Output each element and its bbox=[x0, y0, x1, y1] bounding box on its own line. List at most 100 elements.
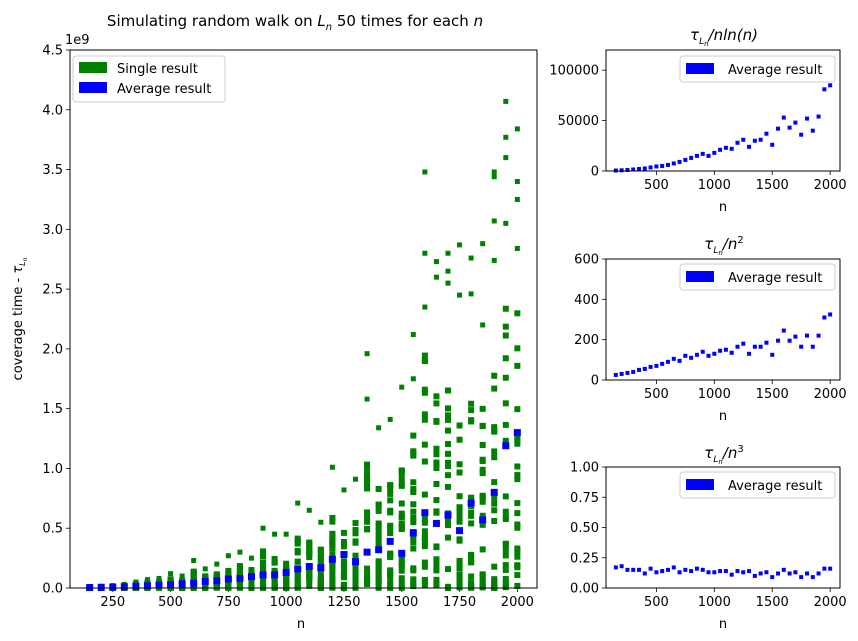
average-result-point bbox=[178, 580, 186, 588]
single-result-point bbox=[468, 418, 475, 425]
single-result-point bbox=[352, 566, 359, 573]
single-result-point bbox=[260, 549, 267, 556]
single-result-point bbox=[156, 575, 162, 581]
single-result-point bbox=[225, 584, 232, 591]
n-cubed-average-point bbox=[625, 567, 630, 572]
single-result-point bbox=[433, 576, 440, 583]
n-cubed-average-point bbox=[816, 571, 821, 576]
single-result-point bbox=[502, 541, 509, 548]
single-result-point bbox=[514, 572, 521, 579]
nlogn-average-point bbox=[758, 137, 763, 142]
nlogn-x-tick-label: 500 bbox=[644, 178, 669, 193]
single-result-point bbox=[364, 480, 371, 487]
single-result-point bbox=[317, 550, 324, 557]
legend-swatch-single bbox=[79, 62, 107, 73]
single-result-point bbox=[387, 569, 394, 576]
average-result-point bbox=[201, 577, 209, 585]
single-result-point bbox=[502, 566, 509, 573]
single-result-point bbox=[272, 531, 278, 537]
n-cubed-chart: τLn/n3 0.00 0.25 0.50 0.75 1.00 500 1000 1500 2… bbox=[570, 444, 847, 632]
single-result-point bbox=[410, 565, 417, 572]
nlogn-plot-frame bbox=[605, 49, 841, 172]
single-result-point bbox=[410, 545, 417, 552]
single-result-point bbox=[352, 563, 359, 570]
single-result-point bbox=[421, 576, 428, 583]
n-cubed-average-point bbox=[706, 570, 711, 575]
single-result-point bbox=[410, 501, 417, 508]
average-result-point bbox=[409, 529, 417, 537]
n-cubed-average-point bbox=[787, 571, 792, 576]
main-legend-box bbox=[72, 55, 226, 103]
n-squared-average-point bbox=[793, 334, 798, 339]
n-cubed-average-point bbox=[671, 565, 676, 570]
single-result-point bbox=[502, 562, 509, 569]
single-result-point bbox=[387, 573, 394, 580]
n-squared-average-point bbox=[613, 372, 618, 377]
average-result-point bbox=[421, 509, 429, 517]
nlogn-average-point bbox=[799, 132, 804, 137]
single-result-point bbox=[457, 292, 463, 298]
single-result-point bbox=[375, 486, 382, 493]
single-result-point bbox=[364, 518, 371, 525]
single-result-point bbox=[491, 517, 498, 524]
average-result-point bbox=[340, 551, 348, 559]
single-result-point bbox=[340, 582, 347, 589]
average-result-point bbox=[502, 442, 510, 450]
single-result-point bbox=[491, 426, 498, 433]
single-result-point bbox=[248, 566, 255, 573]
single-result-point bbox=[364, 464, 371, 471]
single-result-point bbox=[502, 374, 509, 381]
single-result-point bbox=[444, 387, 451, 394]
single-result-point bbox=[445, 250, 451, 256]
n-squared-legend-box bbox=[679, 263, 836, 291]
nlogn-average-point bbox=[770, 142, 775, 147]
n-squared-average-point bbox=[683, 353, 688, 358]
average-result-point bbox=[271, 571, 279, 579]
n-cubed-average-point bbox=[810, 575, 815, 580]
single-result-point bbox=[294, 535, 301, 542]
single-result-point bbox=[514, 310, 521, 317]
single-result-point bbox=[248, 581, 255, 588]
single-result-point bbox=[421, 352, 428, 359]
single-result-point bbox=[456, 584, 463, 591]
average-result-point bbox=[120, 583, 128, 591]
single-result-point bbox=[375, 533, 382, 540]
main-legend: Single result Average result bbox=[72, 55, 226, 103]
single-result-point bbox=[479, 422, 486, 429]
single-result-point bbox=[410, 533, 417, 540]
n-squared-average-point bbox=[787, 338, 792, 343]
single-result-point bbox=[387, 552, 394, 559]
main-x-tick-label: 750 bbox=[216, 595, 241, 610]
n-squared-average-point bbox=[735, 344, 740, 349]
single-result-point bbox=[190, 568, 197, 575]
single-result-point bbox=[364, 475, 371, 482]
single-result-point bbox=[514, 437, 521, 444]
single-result-point bbox=[364, 526, 371, 533]
single-result-point bbox=[433, 259, 439, 265]
single-result-point bbox=[444, 459, 451, 466]
single-result-point bbox=[514, 548, 521, 555]
nlogn-legend-box bbox=[679, 55, 836, 83]
single-result-point bbox=[491, 454, 498, 461]
single-result-point bbox=[329, 551, 336, 558]
n-cubed-average-point bbox=[613, 565, 618, 570]
single-result-point bbox=[456, 493, 463, 500]
n-cubed-average-point bbox=[718, 569, 723, 574]
n-cubed-average-point bbox=[758, 571, 763, 576]
n-squared-x-tick-label: 1500 bbox=[756, 387, 789, 402]
n-cubed-average-point bbox=[631, 567, 636, 572]
single-result-point bbox=[317, 546, 324, 553]
single-result-point bbox=[271, 559, 278, 566]
single-result-point bbox=[398, 475, 405, 482]
single-result-point bbox=[421, 416, 428, 423]
main-chart: Simulating random walk on Ln 50 times fo… bbox=[11, 12, 538, 632]
n-squared-average-point bbox=[758, 344, 763, 349]
average-result-point bbox=[294, 565, 302, 573]
single-result-point bbox=[491, 174, 497, 180]
single-result-point bbox=[225, 570, 232, 577]
n-squared-average-point bbox=[625, 370, 630, 375]
single-result-point bbox=[502, 552, 509, 559]
n-cubed-average-point bbox=[741, 570, 746, 575]
single-result-point bbox=[398, 469, 405, 476]
single-result-point bbox=[514, 179, 520, 185]
